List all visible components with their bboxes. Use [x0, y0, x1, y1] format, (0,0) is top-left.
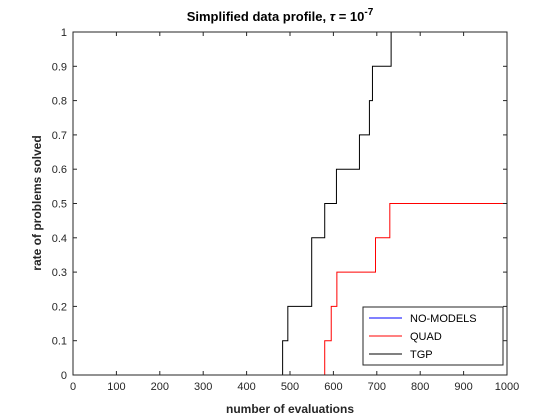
- y-tick-label: 0.4: [52, 233, 67, 245]
- x-tick-label: 500: [281, 381, 299, 393]
- y-tick-label: 0.1: [52, 336, 67, 348]
- legend-label: QUAD: [410, 331, 442, 343]
- legend-label: TGP: [410, 349, 433, 361]
- y-tick-label: 0.6: [52, 164, 67, 176]
- x-tick-label: 800: [411, 381, 429, 393]
- series-line-quad: [73, 203, 507, 376]
- x-tick-label: 900: [454, 381, 472, 393]
- legend-label: NO-MODELS: [410, 313, 477, 325]
- x-tick-label: 0: [70, 381, 76, 393]
- y-tick-label: 0: [61, 370, 67, 382]
- x-tick-label: 300: [194, 381, 212, 393]
- chart-title-exponent: -7: [364, 7, 373, 18]
- x-axis-ticks: 0 100 200 300 400 500 600 700 800 900 1000: [70, 32, 519, 393]
- chart-title-prefix: Simplified data profile,: [187, 9, 330, 24]
- chart-title: Simplified data profile, τ = 10-7: [187, 7, 374, 24]
- y-tick-label: 1: [61, 27, 67, 39]
- y-tick-label: 0.7: [52, 130, 67, 142]
- y-tick-label: 0.8: [52, 96, 67, 108]
- x-tick-label: 700: [368, 381, 386, 393]
- x-tick-label: 400: [237, 381, 255, 393]
- x-tick-label: 100: [107, 381, 125, 393]
- x-tick-label: 200: [151, 381, 169, 393]
- y-tick-label: 0.5: [52, 199, 67, 211]
- legend: NO-MODELS QUAD TGP: [362, 306, 504, 366]
- chart-title-symbol: τ: [330, 9, 336, 24]
- x-tick-label: 1000: [495, 381, 519, 393]
- x-axis-label: number of evaluations: [226, 402, 354, 416]
- chart-title-middle: = 10: [335, 9, 364, 24]
- y-axis-label: rate of problems solved: [30, 135, 44, 270]
- y-tick-label: 0.3: [52, 267, 67, 279]
- y-axis-ticks: 0 0.1 0.2 0.3 0.4 0.5 0.6 0.7 0.8 0.9 1: [52, 27, 507, 382]
- series-line-tgp: [73, 31, 507, 376]
- x-tick-label: 600: [324, 381, 342, 393]
- y-tick-label: 0.2: [52, 301, 67, 313]
- y-tick-label: 0.9: [52, 61, 67, 73]
